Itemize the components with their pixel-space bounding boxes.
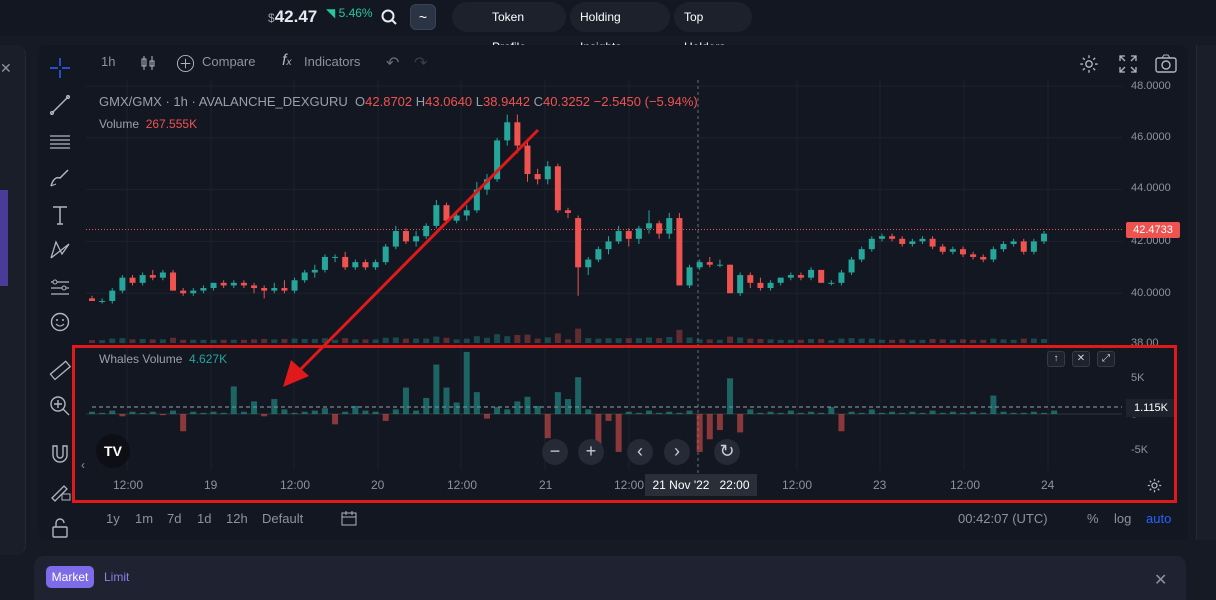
panel-maximize-button[interactable]: ⤢ [1097, 351, 1115, 367]
market-tab[interactable]: Market [46, 566, 94, 588]
interval-selector[interactable]: 1h [101, 54, 116, 69]
scroll-left-icon[interactable]: ‹ [81, 458, 85, 472]
range-default[interactable]: Default [262, 511, 304, 526]
panel-move-up-button[interactable]: ↑ [1047, 351, 1065, 367]
time-tick: 12:00 [447, 478, 478, 492]
fullscreen-icon[interactable] [1118, 54, 1138, 74]
auto-toggle[interactable]: auto [1146, 511, 1172, 526]
price-tick: 42.0000 [1131, 235, 1171, 247]
range-1m[interactable]: 1m [135, 511, 154, 526]
ruler-icon[interactable] [48, 358, 72, 382]
whales-tick: 5K [1131, 372, 1145, 384]
price-change: ◥ 5.46% [326, 6, 373, 20]
scroll-back-button[interactable]: ‹ [627, 439, 653, 465]
left-panel-accent [0, 190, 8, 286]
zoom-in-button[interactable]: + [578, 439, 604, 465]
lock-icon[interactable] [48, 516, 72, 540]
volume-legend: Volume 267.555K [99, 117, 198, 131]
time-tick: 24 [1041, 478, 1055, 492]
price-tick: 48.0000 [1131, 80, 1171, 92]
whales-legend: Whales Volume 4.627K [99, 352, 228, 366]
range-12h[interactable]: 12h [226, 511, 248, 526]
time-tick: 12:00 [782, 478, 813, 492]
left-panel-edge [0, 45, 26, 555]
settings-gear-icon[interactable] [1078, 53, 1100, 75]
crosshair-time-label: 21 Nov '22 22:00 [645, 474, 757, 496]
zoom-in-icon[interactable] [48, 394, 72, 418]
time-tick: 12:00 [614, 478, 645, 492]
price-tick: 40.0000 [1131, 287, 1171, 299]
legend-exchange: AVALANCHE_DEXGURU [198, 94, 348, 109]
chart-panel [38, 45, 1188, 540]
legend-close: 40.3252 [543, 94, 591, 109]
volume-value: 267.555K [145, 117, 198, 131]
search-icon[interactable] [380, 8, 398, 26]
text-tool-icon[interactable] [48, 203, 72, 227]
legend-interval: 1h [173, 94, 188, 109]
date-range-icon[interactable] [340, 510, 358, 527]
crosshair-icon[interactable] [48, 56, 72, 80]
brush-icon[interactable] [48, 166, 72, 190]
time-tick: 12:00 [113, 478, 144, 492]
reset-chart-button[interactable]: ↻ [714, 439, 740, 465]
legend-change: −2.5450 (−5.94%) [593, 94, 698, 109]
time-tick: 12:00 [950, 478, 981, 492]
current-price-badge: 42.4733 [1126, 222, 1180, 238]
axis-settings-icon[interactable] [1146, 477, 1163, 494]
token-price: $42.47 [268, 7, 318, 26]
chart-legend: GMX/GMX · 1h · AVALANCHE_DEXGURU O42.870… [99, 94, 698, 109]
redo-icon[interactable]: ↷ [414, 55, 428, 72]
legend-open: 42.8702 [365, 94, 413, 109]
nav-holding-insights[interactable]: Holding Insights [570, 2, 670, 54]
time-tick: 21 [539, 478, 553, 492]
order-panel [34, 556, 1186, 600]
legend-low: 38.9442 [483, 94, 531, 109]
nav-token-profile[interactable]: Token Profile [452, 2, 566, 54]
left-close-icon[interactable]: ✕ [0, 60, 12, 76]
trendline-icon[interactable] [48, 93, 72, 117]
candles-type-icon[interactable] [139, 54, 157, 72]
annotation-highlight-box [72, 345, 1177, 503]
range-1y[interactable]: 1y [106, 511, 120, 526]
undo-icon[interactable]: ↶ [386, 55, 400, 72]
whales-value: 4.627K [189, 352, 228, 366]
scroll-forward-button[interactable]: › [664, 439, 690, 465]
log-toggle[interactable]: log [1114, 511, 1132, 526]
legend-high: 43.0640 [425, 94, 473, 109]
compare-button[interactable]: Compare [202, 54, 256, 69]
fib-lines-icon[interactable] [48, 130, 72, 154]
tradingview-logo[interactable]: TV [96, 434, 130, 468]
time-tick: 20 [371, 478, 385, 492]
close-order-panel-icon[interactable]: ✕ [1154, 572, 1168, 589]
time-tick: 12:00 [280, 478, 311, 492]
indicators-icon[interactable]: fx [282, 52, 292, 69]
forecast-icon[interactable] [48, 275, 72, 299]
whales-tick: -5K [1131, 444, 1149, 456]
zoom-out-button[interactable]: − [542, 439, 568, 465]
whales-value-badge: 1.115K [1126, 399, 1176, 417]
indicators-button[interactable]: Indicators [304, 54, 361, 69]
compare-plus-icon[interactable] [176, 54, 195, 73]
legend-pair: GMX/GMX [99, 94, 162, 109]
magnet-icon[interactable] [48, 442, 72, 466]
nav-top-holders[interactable]: Top Holders [674, 2, 752, 54]
emoji-icon[interactable] [48, 310, 72, 334]
utc-clock[interactable]: 00:42:07 (UTC) [958, 511, 1048, 526]
tilde-button[interactable]: ~ [410, 4, 436, 30]
right-panel-edge [1196, 45, 1216, 540]
limit-tab[interactable]: Limit [104, 570, 130, 584]
percent-toggle[interactable]: % [1087, 511, 1099, 526]
time-tick: 19 [204, 478, 218, 492]
time-tick: 23 [873, 478, 887, 492]
panel-close-button[interactable]: ✕ [1072, 351, 1090, 367]
pattern-icon[interactable] [48, 238, 72, 262]
price-tick: 46.0000 [1131, 131, 1171, 143]
camera-icon[interactable] [1154, 53, 1178, 75]
lock-drawing-icon[interactable] [48, 478, 72, 502]
range-1d[interactable]: 1d [197, 511, 212, 526]
price-tick: 44.0000 [1131, 182, 1171, 194]
range-7d[interactable]: 7d [167, 511, 182, 526]
